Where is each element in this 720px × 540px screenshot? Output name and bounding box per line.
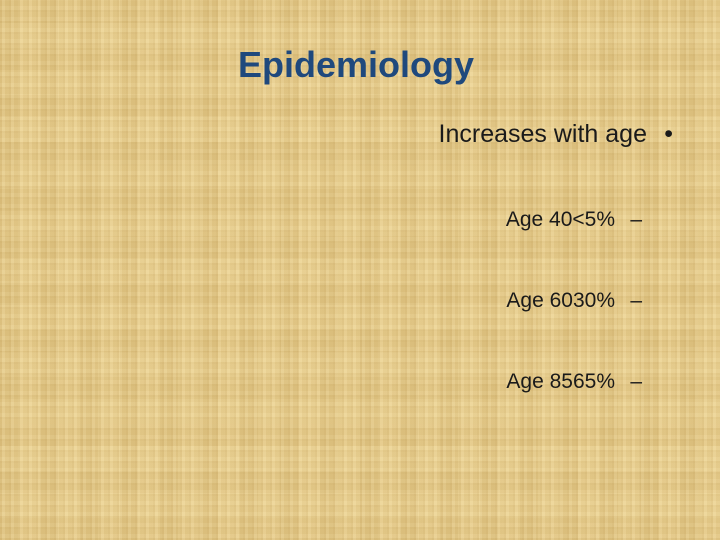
sub-item-marker: –	[630, 370, 642, 393]
sub-item-text: Age 6030%	[506, 289, 615, 312]
sub-item-text: Age 8565%	[506, 370, 615, 393]
sub-item-marker: –	[630, 208, 642, 231]
sub-item-text: Age 40<5%	[505, 208, 615, 231]
bullet-marker: •	[664, 119, 673, 148]
slide-title: Epidemiology	[238, 44, 475, 85]
bullet-text: Increases with age	[438, 119, 647, 148]
sub-item-marker: –	[630, 289, 642, 312]
